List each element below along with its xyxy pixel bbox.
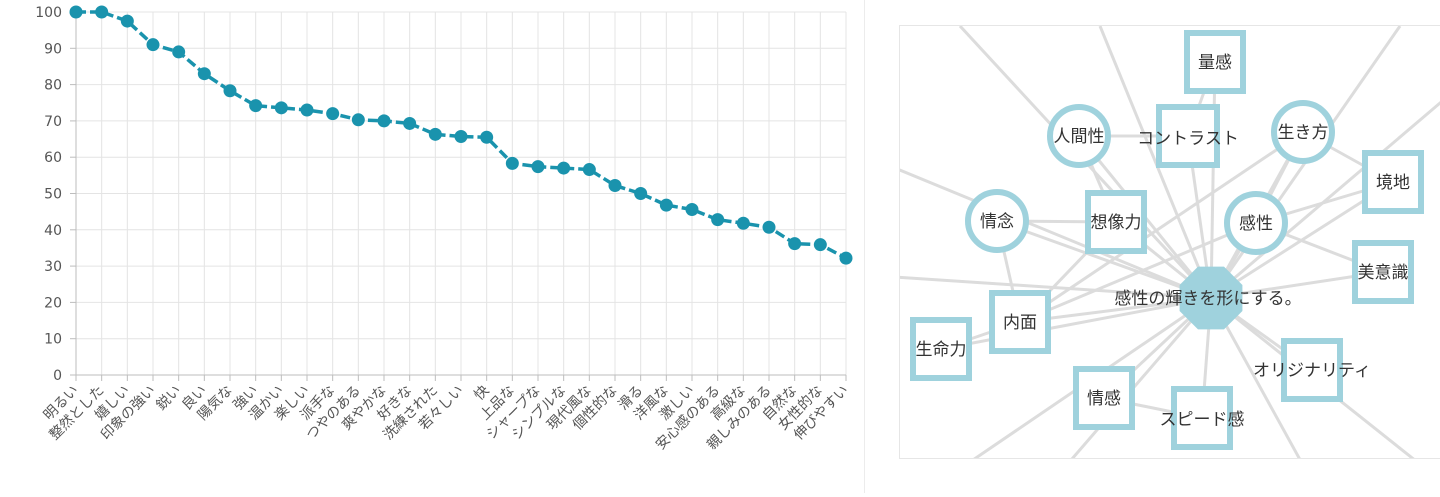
y-tick-label: 100: [35, 5, 62, 21]
node-label-biishiki: 美意識: [1358, 263, 1409, 283]
edge: [1019, 221, 1257, 324]
line-chart: 0102030405060708090100明るい整然とした嬉しい印象の強い鋭い…: [35, 5, 853, 453]
data-point: [69, 5, 83, 19]
edge: [1019, 296, 1212, 324]
node-label-souzouryoku: 想像力: [1091, 213, 1142, 233]
data-point: [480, 130, 494, 144]
data-point: [634, 187, 648, 200]
edge: [900, 275, 1212, 300]
data-point: [95, 5, 109, 19]
edge: [900, 168, 1212, 300]
edge: [1209, 61, 1217, 299]
y-tick-label: 80: [44, 78, 62, 94]
node-ningensei: [1047, 104, 1111, 168]
edge: [940, 296, 1212, 351]
data-point: [300, 103, 314, 117]
data-point: [813, 238, 827, 252]
data-point: [762, 220, 776, 234]
node-label-jounen: 情念: [980, 211, 1014, 232]
data-point: [557, 161, 571, 175]
y-tick-label: 60: [44, 150, 62, 166]
data-point: [351, 113, 365, 127]
data-point: [403, 116, 417, 130]
data-point: [146, 38, 160, 52]
data-point: [788, 237, 802, 251]
node-ryoukan: [1184, 30, 1246, 94]
data-point: [223, 84, 237, 98]
node-label-speed: スピード感: [1160, 410, 1245, 430]
y-tick-label: 50: [44, 187, 62, 203]
x-tick-label: 鋭い: [153, 383, 184, 414]
edge: [1209, 297, 1301, 458]
node-speed: [1171, 386, 1233, 450]
node-label-naimen: 内面: [1003, 313, 1037, 333]
node-jokan: [1073, 366, 1135, 430]
node-label-seimeiryoku: 生命力: [916, 340, 967, 360]
y-tick-label: 0: [53, 368, 62, 384]
data-point: [454, 130, 468, 144]
node-kansei: [1224, 191, 1288, 255]
data-point: [685, 202, 699, 216]
node-original: [1281, 338, 1343, 402]
data-point: [274, 101, 288, 115]
data-point: [531, 160, 545, 174]
center-node-label: 感性の輝きを形にする。: [1114, 289, 1301, 309]
edge: [996, 219, 1212, 300]
node-souzouryoku: [1085, 190, 1147, 254]
node-label-kansei: 感性: [1239, 214, 1273, 234]
y-tick-label: 10: [44, 332, 62, 348]
edge: [1098, 26, 1213, 299]
y-tick-label: 90: [44, 41, 62, 57]
node-label-ryoukan: 量感: [1198, 53, 1232, 73]
node-ikikata: [1271, 100, 1335, 164]
node-seimeiryoku: [910, 317, 972, 381]
node-label-contrast: コントラスト: [1137, 129, 1239, 149]
data-point: [249, 99, 263, 113]
center-node: [1179, 266, 1243, 330]
data-point: [659, 198, 673, 212]
data-point: [505, 156, 519, 170]
edge: [1019, 130, 1304, 324]
data-point: [172, 45, 186, 59]
edge: [973, 296, 1212, 458]
panel-divider: [864, 0, 865, 493]
data-point: [839, 251, 853, 265]
y-tick-label: 20: [44, 295, 62, 311]
data-point: [428, 127, 442, 141]
line-chart-panel: 0 10 20 30 40 50 60 70 80 90 100 明るい 整然とした 嬉しい 印象の強い 鋭い…: [35, 5, 853, 453]
node-jounen: [965, 189, 1029, 253]
node-contrast: [1156, 104, 1220, 168]
y-tick-label: 70: [44, 114, 62, 130]
node-naimen: [989, 290, 1051, 354]
node-label-jokan: 情感: [1087, 389, 1121, 409]
node-label-ikikata: 生き方: [1278, 123, 1329, 143]
node-label-ningensei: 人間性: [1054, 127, 1105, 147]
data-point: [326, 107, 340, 121]
data-point: [736, 216, 750, 230]
node-label-kyouchi: 境地: [1376, 173, 1410, 193]
data-point: [120, 14, 134, 28]
node-label-original: オリジナリティ: [1253, 361, 1371, 381]
y-tick-label: 30: [44, 259, 62, 275]
data-point: [608, 179, 622, 193]
edge: [1210, 101, 1440, 300]
data-point: [711, 213, 725, 227]
data-point: [582, 163, 596, 177]
network-graph-panel: 感性の輝きを形にする。 量感コントラスト 人間性 生き方境地情念 想像力 感性美意識内面生…: [899, 25, 1440, 459]
node-biishiki: [1352, 240, 1414, 304]
y-tick-label: 40: [44, 223, 62, 239]
data-point: [377, 114, 391, 128]
node-kyouchi: [1362, 150, 1424, 214]
data-point: [197, 67, 211, 81]
